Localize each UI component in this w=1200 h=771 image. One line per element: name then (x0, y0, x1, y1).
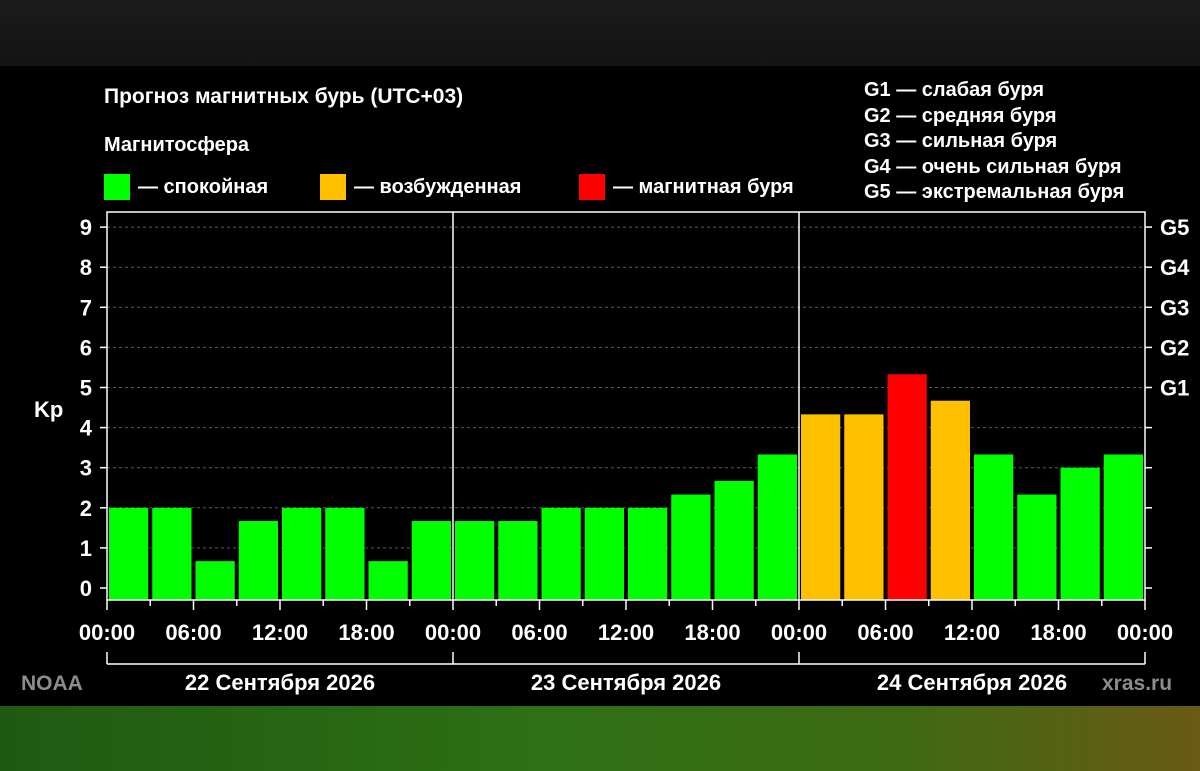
kp-bar (1103, 454, 1143, 600)
kp-bar (195, 561, 235, 600)
kp-bar (152, 507, 192, 600)
kp-bar (714, 480, 754, 600)
kp-bar (801, 414, 841, 600)
kp-bar (411, 521, 451, 600)
y-tick-label: 2 (80, 496, 92, 521)
x-tick-label: 18:00 (1030, 620, 1086, 645)
legend-swatch-storm (579, 174, 605, 200)
legend-item-quiet: — спокойная (104, 174, 268, 200)
y-tick-label: 9 (80, 215, 92, 240)
legend-label-active: — возбужденная (354, 175, 522, 198)
x-tick-label: 12:00 (598, 620, 654, 645)
y-tick-label: 1 (80, 536, 92, 561)
x-tick-label: 00:00 (771, 620, 827, 645)
legend-item-storm: — магнитная буря (579, 174, 794, 200)
x-tick-label: 00:00 (425, 620, 481, 645)
x-tick-label: 06:00 (165, 620, 221, 645)
legend-swatch-quiet (104, 174, 130, 200)
day-label: 24 Сентября 2026 (877, 670, 1067, 695)
g-level-label: G2 (1160, 335, 1189, 360)
y-axis-label: Kp (34, 397, 63, 422)
legend-title: Магнитосфера (104, 134, 250, 156)
kp-bar (1017, 494, 1057, 600)
kp-bar (238, 521, 278, 600)
kp-bar (282, 507, 322, 600)
kp-bar (584, 507, 624, 600)
bottom-band (0, 706, 1200, 771)
chart-title: Прогноз магнитных бурь (UTC+03) (104, 85, 464, 108)
kp-bar (671, 494, 711, 600)
kp-bar (498, 521, 538, 600)
g-scale-g1: G1 — слабая буря (864, 79, 1045, 101)
legend-label-quiet: — спокойная (138, 175, 269, 198)
kp-bar (844, 414, 884, 600)
y-tick-label: 4 (80, 416, 93, 441)
kp-bar (1060, 467, 1100, 600)
day-label: 23 Сентября 2026 (531, 670, 721, 695)
kp-bar (368, 561, 408, 600)
y-tick-label: 5 (80, 376, 92, 401)
y-tick-label: 7 (80, 295, 92, 320)
kp-bar (628, 507, 668, 600)
kp-bar (930, 400, 970, 600)
x-tick-label: 00:00 (79, 620, 135, 645)
kp-bar (455, 521, 495, 600)
day-label: 22 Сентября 2026 (185, 670, 375, 695)
kp-bar (757, 454, 797, 600)
x-tick-label: 18:00 (338, 620, 394, 645)
g-level-label: G3 (1160, 295, 1189, 320)
kp-bar (974, 454, 1014, 600)
x-tick-label: 12:00 (944, 620, 1000, 645)
credit-xras: xras.ru (1102, 672, 1173, 695)
credit-noaa: NOAA (21, 672, 83, 695)
x-tick-label: 00:00 (1117, 620, 1173, 645)
y-tick-label: 0 (80, 576, 92, 601)
y-tick-label: 3 (80, 456, 92, 481)
g-scale-legend: G1 — слабая буря G2 — средняя буря G3 — … (864, 78, 1124, 206)
y-tick-label: 8 (80, 255, 92, 280)
g-scale-g4: G4 — очень сильная буря (864, 155, 1122, 178)
g-level-label: G4 (1160, 255, 1190, 280)
g-scale-g2: G2 — средняя буря (864, 104, 1057, 127)
x-tick-label: 18:00 (684, 620, 740, 645)
kp-bar (109, 507, 149, 600)
g-level-label: G1 (1160, 376, 1189, 401)
kp-bar (325, 507, 365, 600)
x-tick-label: 12:00 (252, 620, 308, 645)
g-scale-g3: G3 — сильная буря (864, 130, 1058, 152)
legend-item-active: — возбужденная (320, 174, 521, 200)
y-tick-label: 6 (80, 335, 92, 360)
kp-bar (541, 507, 581, 600)
x-tick-label: 06:00 (857, 620, 913, 645)
kp-bar (887, 374, 927, 600)
legend-label-storm: — магнитная буря (613, 175, 794, 198)
g-level-label: G5 (1160, 215, 1189, 240)
x-tick-label: 06:00 (511, 620, 567, 645)
legend-swatch-active (320, 174, 346, 200)
top-band (0, 0, 1200, 66)
g-scale-g5: G5 — экстремальная буря (864, 181, 1125, 203)
